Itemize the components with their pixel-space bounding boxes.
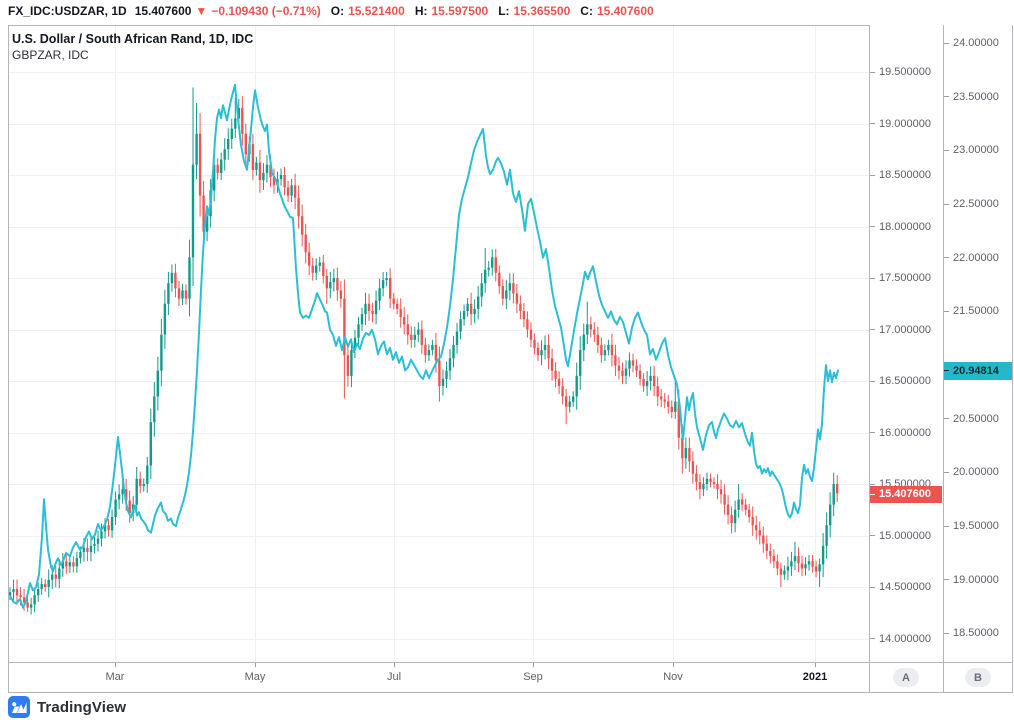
last-price: 15.407600 — [134, 3, 192, 18]
tradingview-logo-icon — [8, 696, 30, 718]
scale-b-button[interactable]: B — [965, 668, 991, 687]
last-price-badge-gbpzar: 20.94814 — [944, 361, 1012, 380]
price-axis-label: 16.000000 — [870, 427, 931, 439]
price-axis-label: 20.50000 — [944, 413, 999, 425]
price-axis-label: 23.00000 — [944, 144, 999, 156]
price-axis-label: 18.000000 — [870, 221, 931, 233]
time-axis-tick — [255, 663, 256, 667]
badge-tick — [870, 493, 875, 495]
frame-bottom — [8, 692, 1013, 693]
price-axis-label: 22.00000 — [944, 252, 999, 264]
high-value: 15.597500 — [431, 3, 489, 18]
time-axis-label: Jul — [386, 671, 402, 683]
price-axis-label: 23.50000 — [944, 91, 999, 103]
price-axis-label: 15.000000 — [870, 530, 931, 542]
time-axis-tick — [115, 663, 116, 667]
price-axis-label: 19.000000 — [870, 118, 931, 130]
legend-overlay-series[interactable]: GBPZAR, IDC — [12, 48, 89, 62]
price-axis-label: 17.500000 — [870, 272, 931, 284]
scale-a-button-label: A — [902, 671, 910, 684]
price-axis-label: 19.00000 — [944, 574, 999, 586]
ohlc-readout-bar: FX_IDC:USDZAR, 1D 15.407600 ▼ −0.109430 … — [8, 2, 654, 19]
axis-a-separator — [869, 25, 870, 693]
time-axis-label: May — [244, 671, 266, 683]
time-axis-separator — [8, 662, 1013, 663]
price-axis-label: 24.00000 — [944, 37, 999, 49]
badge-a-value: 15.407600 — [879, 488, 931, 501]
price-axis-label: 14.000000 — [870, 633, 931, 645]
time-axis-label: Sep — [523, 671, 543, 683]
time-axis-tick — [533, 663, 534, 667]
close-label: C: — [580, 3, 593, 18]
time-axis-label: Nov — [663, 671, 683, 683]
low-value: 15.365500 — [513, 3, 571, 18]
gbpzar-line — [9, 83, 839, 609]
axis-b-separator — [943, 25, 944, 693]
time-axis-label: 2021 — [802, 671, 828, 683]
price-axis-label: 21.50000 — [944, 305, 999, 317]
price-chart-canvas[interactable] — [8, 25, 869, 662]
scale-a-button[interactable]: A — [893, 668, 919, 687]
time-axis[interactable]: Mar May Jul Sep Nov 2021 — [8, 663, 869, 692]
last-price-badge-usdzar: 15.407600 — [870, 485, 942, 503]
direction-down-icon: ▼ — [195, 3, 208, 18]
price-axis-label: 18.500000 — [870, 169, 931, 181]
time-axis-label: Mar — [105, 671, 125, 683]
tradingview-brand[interactable]: TradingView — [8, 696, 126, 718]
tradingview-wordmark: TradingView — [37, 698, 127, 716]
time-axis-tick — [394, 663, 395, 667]
time-axis-tick — [673, 663, 674, 667]
badge-tick — [944, 370, 949, 372]
price-axis-label: 20.00000 — [944, 466, 999, 478]
usdzar-candles — [8, 87, 839, 615]
price-axis-label: 19.50000 — [944, 520, 999, 532]
frame-right — [1012, 25, 1013, 693]
price-axis-label: 14.500000 — [870, 581, 931, 593]
price-axis-label: 16.500000 — [870, 375, 931, 387]
price-axis-label: 19.500000 — [870, 66, 931, 78]
frame-top — [8, 25, 1013, 26]
scale-b-button-label: B — [974, 671, 982, 684]
badge-b-value: 20.94814 — [953, 364, 999, 377]
price-axis-label: 18.50000 — [944, 627, 999, 639]
symbol-label: FX_IDC:USDZAR, 1D — [8, 3, 127, 18]
price-axis-b[interactable]: 24.00000 23.50000 23.00000 22.50000 22.00000… — [944, 25, 1012, 662]
price-axis-a[interactable]: 19.500000 19.000000 18.500000 18.000000 17.5… — [870, 25, 943, 662]
low-label: L: — [498, 3, 510, 18]
frame-left — [8, 25, 9, 693]
chart-legend[interactable]: U.S. Dollar / South African Rand, 1D, ID… — [12, 31, 253, 63]
time-axis-tick — [815, 663, 816, 667]
price-axis-label: 17.000000 — [870, 324, 931, 336]
open-label: O: — [330, 3, 345, 18]
legend-main-series[interactable]: U.S. Dollar / South African Rand, 1D, ID… — [12, 32, 254, 46]
price-axis-label: 22.50000 — [944, 198, 999, 210]
close-value: 15.407600 — [596, 3, 654, 18]
gridlines — [8, 26, 869, 662]
change-value: −0.109430 (−0.71%) — [211, 3, 321, 18]
high-label: H: — [414, 3, 428, 18]
open-value: 15.521400 — [348, 3, 405, 18]
